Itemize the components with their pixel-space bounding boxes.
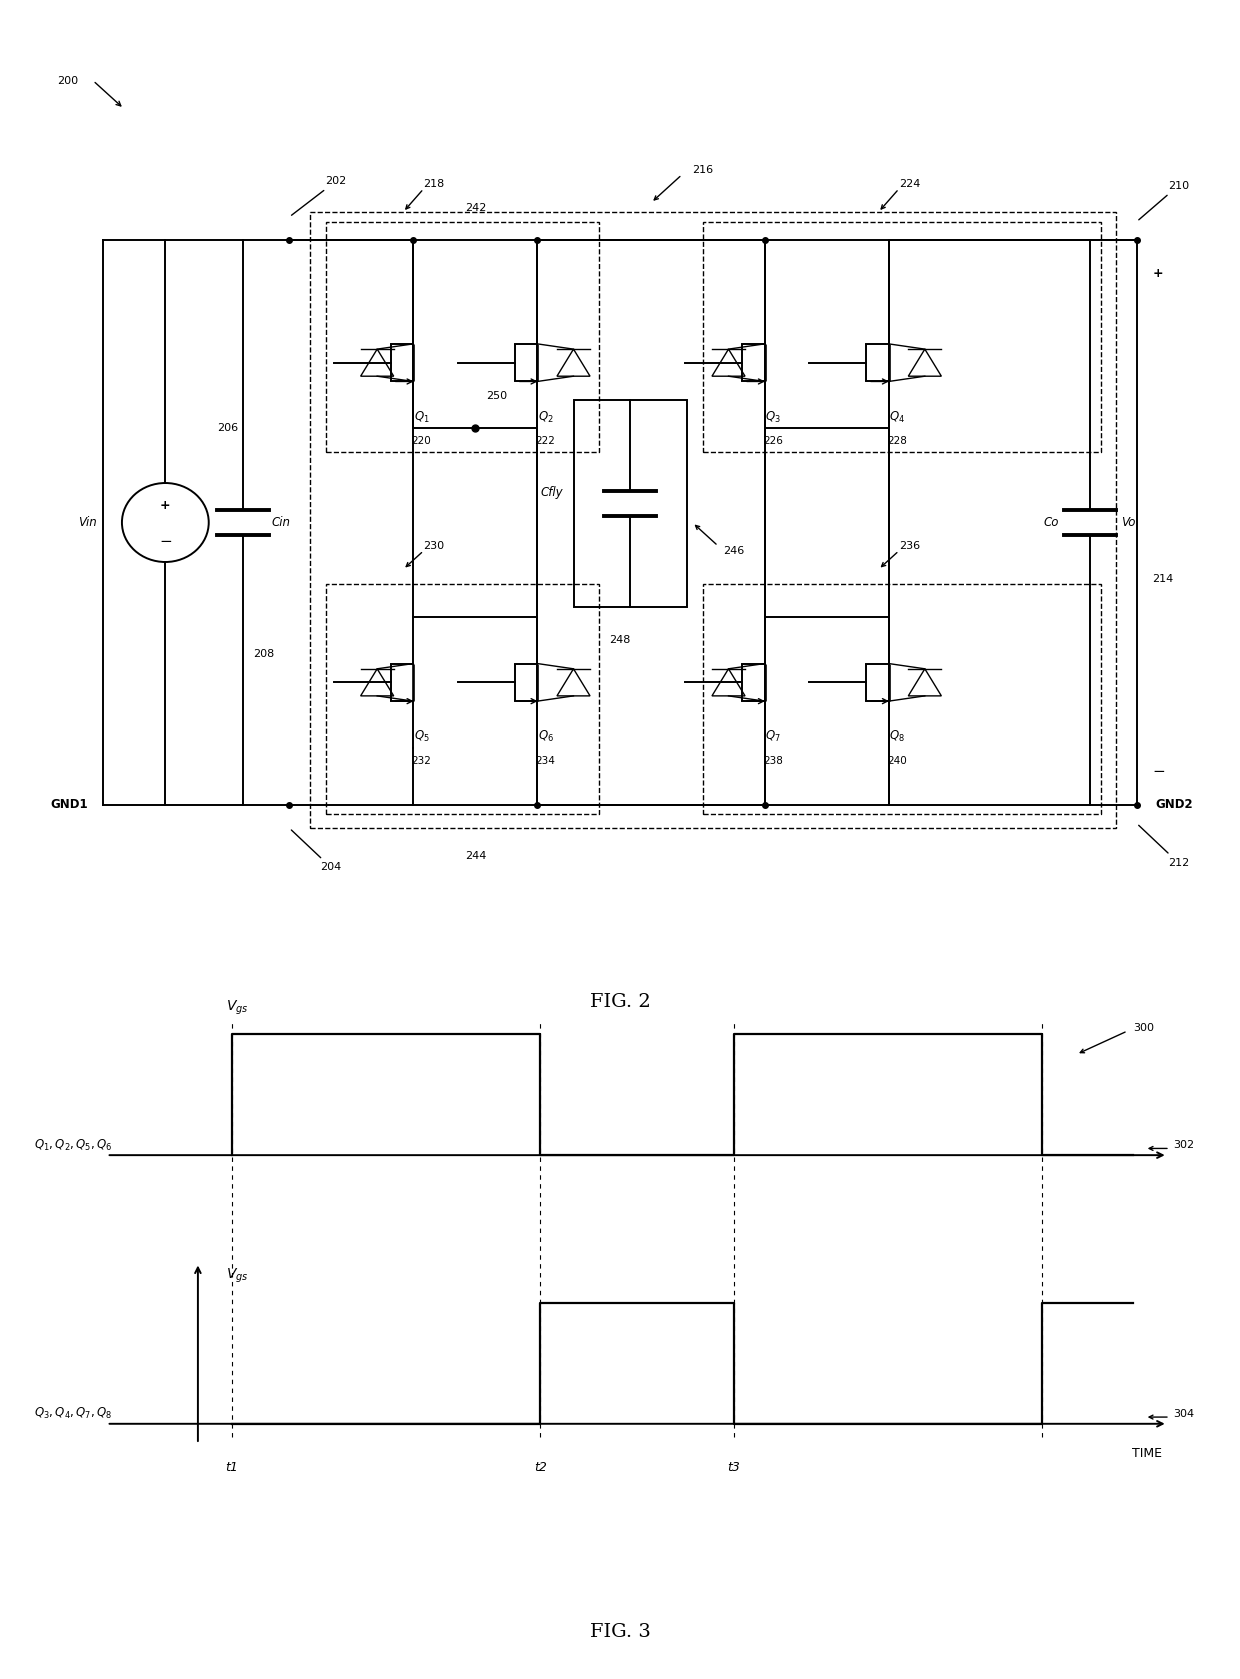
- Text: GND1: GND1: [50, 798, 88, 811]
- Text: 206: 206: [217, 423, 238, 433]
- Text: t2: t2: [533, 1461, 547, 1474]
- Text: 226: 226: [763, 437, 782, 447]
- Text: Vin: Vin: [78, 515, 97, 529]
- Text: FIG. 3: FIG. 3: [589, 1624, 651, 1640]
- Text: $V_{gs}$: $V_{gs}$: [227, 999, 249, 1016]
- Text: 302: 302: [1173, 1140, 1194, 1150]
- Text: 230: 230: [423, 541, 445, 551]
- Text: 202: 202: [291, 176, 347, 215]
- Text: $Q_6$: $Q_6$: [538, 729, 553, 744]
- Text: $V_{gs}$: $V_{gs}$: [227, 1268, 249, 1284]
- Text: 300: 300: [1133, 1023, 1154, 1033]
- Text: Cfly: Cfly: [541, 485, 563, 499]
- Text: 244: 244: [465, 851, 486, 861]
- Text: 246: 246: [723, 546, 744, 556]
- Text: 238: 238: [763, 756, 782, 766]
- Text: 232: 232: [412, 756, 432, 766]
- Text: $Q_5$: $Q_5$: [414, 729, 429, 744]
- Text: 210: 210: [1138, 181, 1189, 220]
- Text: Co: Co: [1044, 515, 1059, 529]
- Text: $Q_8$: $Q_8$: [889, 729, 905, 744]
- Text: −: −: [159, 534, 171, 549]
- Text: $Q_1, Q_2, Q_5, Q_6$: $Q_1, Q_2, Q_5, Q_6$: [33, 1138, 113, 1152]
- Text: t3: t3: [728, 1461, 740, 1474]
- Text: $Q_7$: $Q_7$: [765, 729, 781, 744]
- Text: t1: t1: [226, 1461, 238, 1474]
- Text: $Q_4$: $Q_4$: [889, 410, 905, 425]
- Text: 236: 236: [899, 541, 920, 551]
- Text: 212: 212: [1138, 826, 1189, 868]
- Text: 240: 240: [887, 756, 906, 766]
- Text: 214: 214: [1152, 574, 1173, 584]
- Text: 222: 222: [536, 437, 556, 447]
- Text: 216: 216: [692, 165, 713, 175]
- Text: 208: 208: [253, 650, 274, 660]
- Text: 234: 234: [536, 756, 556, 766]
- Text: $Q_2$: $Q_2$: [538, 410, 553, 425]
- Text: $Q_3, Q_4, Q_7, Q_8$: $Q_3, Q_4, Q_7, Q_8$: [33, 1407, 113, 1420]
- Text: 224: 224: [899, 180, 920, 190]
- Text: 204: 204: [291, 829, 341, 873]
- Text: 218: 218: [423, 180, 445, 190]
- Text: 228: 228: [887, 437, 906, 447]
- Text: Vo: Vo: [1121, 515, 1136, 529]
- Text: $Q_3$: $Q_3$: [765, 410, 781, 425]
- Text: 304: 304: [1173, 1409, 1194, 1419]
- Text: +: +: [1152, 267, 1163, 280]
- Text: $Q_1$: $Q_1$: [414, 410, 429, 425]
- Text: Cin: Cin: [272, 515, 290, 529]
- Text: 220: 220: [412, 437, 432, 447]
- Text: 242: 242: [465, 203, 486, 213]
- Text: 200: 200: [57, 76, 78, 86]
- Text: 250: 250: [486, 391, 507, 401]
- Text: −: −: [1152, 764, 1164, 779]
- Text: TIME: TIME: [1132, 1447, 1162, 1461]
- Text: FIG. 2: FIG. 2: [590, 992, 650, 1011]
- Text: 248: 248: [609, 635, 631, 645]
- Text: GND2: GND2: [1156, 798, 1193, 811]
- Text: +: +: [160, 499, 171, 512]
